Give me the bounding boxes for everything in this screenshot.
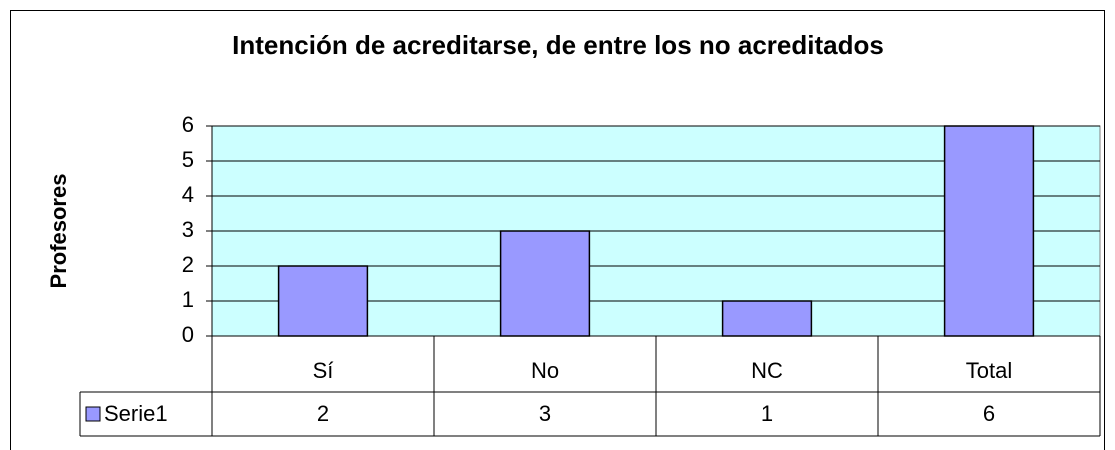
- legend-label: Serie1: [104, 401, 168, 426]
- table-value: 2: [317, 401, 329, 426]
- y-tick-label: 4: [182, 182, 194, 207]
- bar: [721, 300, 813, 337]
- x-tick-label: No: [531, 358, 559, 383]
- x-tick-label: Total: [966, 358, 1012, 383]
- y-tick-label: 6: [182, 112, 194, 137]
- chart-title: Intención de acreditarse, de entre los n…: [232, 30, 884, 60]
- y-tick-label: 5: [182, 147, 194, 172]
- table-value: 6: [983, 401, 995, 426]
- x-tick-label: NC: [751, 358, 783, 383]
- x-tick-label: Sí: [313, 358, 334, 383]
- bar: [499, 230, 591, 337]
- y-tick-label: 0: [182, 322, 194, 347]
- bar: [277, 265, 369, 337]
- table-value: 1: [761, 401, 773, 426]
- y-tick-label: 2: [182, 252, 194, 277]
- bar: [943, 125, 1035, 337]
- y-tick-label: 3: [182, 217, 194, 242]
- y-axis-label: Profesores: [46, 174, 71, 289]
- table-value: 3: [539, 401, 551, 426]
- y-tick-label: 1: [182, 287, 194, 312]
- legend-key: [85, 406, 101, 422]
